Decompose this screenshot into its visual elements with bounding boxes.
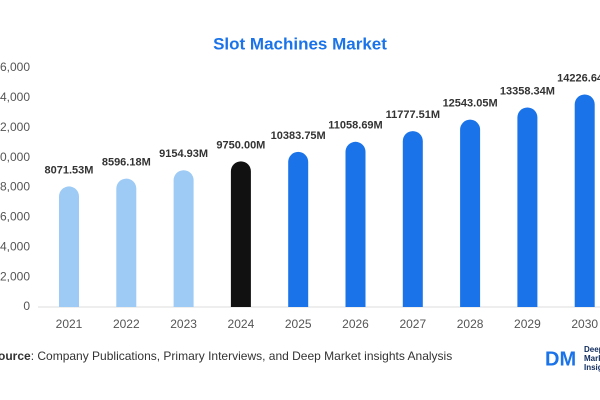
value-label: 10383.75M [271,130,326,142]
bar [116,178,137,307]
logo-text: Market [584,354,600,363]
x-tick-label: 2029 [514,317,541,331]
y-tick-label: 14,000 [0,90,30,104]
y-tick-label: 10,000 [0,150,30,164]
bar [460,119,481,307]
x-tick-label: 2022 [113,317,140,331]
y-tick-label: 4,000 [0,239,30,253]
logo-text: Deep [584,345,600,354]
x-tick-label: 2027 [399,317,426,331]
x-tick-label: 2028 [457,317,484,331]
source: Source: Company Publications, Primary In… [0,349,452,363]
logo-mark: DM [545,348,576,370]
value-label: 14226.64M [557,72,600,84]
x-tick-label: 2021 [56,317,83,331]
value-label: 9154.93M [159,148,208,160]
x-tick-label: 2024 [228,317,255,331]
bar [574,94,595,307]
bar [402,131,423,307]
x-tick-label: 2030 [571,317,598,331]
value-label: 12543.05M [443,98,498,110]
y-tick-label: 12,000 [0,120,30,134]
value-label: 8596.18M [102,157,151,169]
logo-text: Insights [584,363,600,372]
x-tick-label: 2023 [170,317,197,331]
y-tick-label: 0 [23,299,30,313]
y-tick-label: 16,000 [0,60,30,74]
source-text: : Company Publications, Primary Intervie… [31,349,453,363]
bar [517,107,538,307]
x-tick-label: 2026 [342,317,369,331]
value-label: 9750.00M [216,139,265,151]
y-tick-label: 6,000 [0,210,30,224]
value-label: 13358.34M [500,85,555,97]
y-tick-label: 2,000 [0,269,30,283]
bar [288,151,309,307]
bar [345,141,366,307]
bar [230,161,251,307]
y-tick-label: 8,000 [0,180,30,194]
value-label: 8071.53M [45,164,94,176]
bar [173,170,194,307]
x-tick-label: 2025 [285,317,312,331]
chart-title: Slot Machines Market [213,34,387,53]
source-label: Source [0,349,31,363]
value-label: 11058.69M [328,120,382,132]
bar [59,186,79,307]
value-label: 11777.51M [386,109,440,121]
